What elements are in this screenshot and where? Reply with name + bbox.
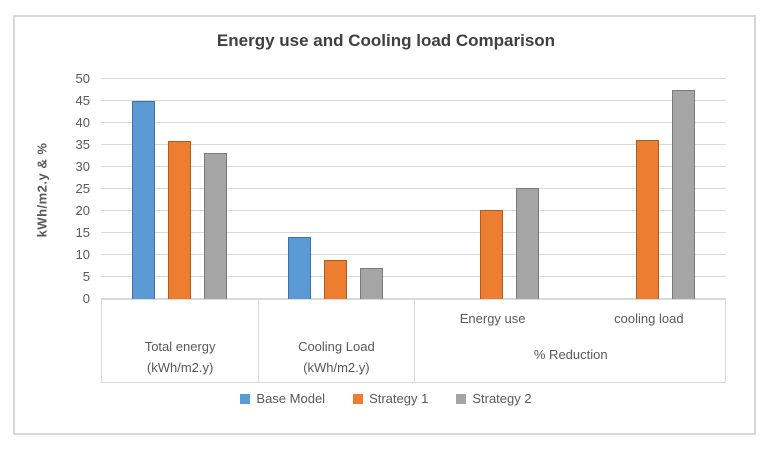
category-divider xyxy=(414,300,415,382)
y-tick-label: 0 xyxy=(82,291,90,306)
gridline xyxy=(101,276,726,277)
category-label-cooling-load-kwh-m2-y: Cooling Load (kWh/m2.y) xyxy=(298,339,375,375)
y-tick-label: 25 xyxy=(75,181,90,196)
legend-label: Base Model xyxy=(256,391,326,406)
legend-item-strategy-2: Strategy 2 xyxy=(456,391,532,406)
plot-area xyxy=(101,78,726,299)
bar-base-model-1 xyxy=(287,237,311,299)
y-tick-label: 35 xyxy=(75,137,90,152)
gridline xyxy=(101,144,726,145)
y-tick-label: 20 xyxy=(75,203,90,218)
gridline xyxy=(101,122,726,123)
gridline xyxy=(101,166,726,167)
legend-swatch-strategy-2-icon xyxy=(456,393,467,404)
legend-label: Strategy 1 xyxy=(369,391,429,406)
category-divider xyxy=(257,300,259,382)
gridline xyxy=(101,254,726,255)
y-tick-label: 40 xyxy=(75,115,90,130)
legend-swatch-base-model-icon xyxy=(240,393,251,404)
y-tick-label: 30 xyxy=(75,159,90,174)
category-label-reduction: % Reduction xyxy=(533,347,608,362)
y-tick-label: 10 xyxy=(75,247,90,262)
category-sublabel-cooling-load: cooling load xyxy=(614,311,684,326)
gridline xyxy=(101,100,726,101)
gridline xyxy=(101,298,726,299)
gridline xyxy=(101,232,726,233)
bar-strategy-2-3 xyxy=(672,89,696,299)
bar-strategy-1-1 xyxy=(323,259,347,299)
category-axis: Total energy (kWh/m2.y) Cooling Load (kWh/m… xyxy=(101,299,726,383)
bar-strategy-1-0 xyxy=(167,141,191,299)
gridline xyxy=(101,188,726,189)
bar-strategy-1-2 xyxy=(480,210,504,299)
legend: Base Model Strategy 1 Strategy 2 xyxy=(0,391,772,406)
y-tick-label: 50 xyxy=(75,71,90,86)
gridline xyxy=(101,210,726,211)
y-tick-label: 5 xyxy=(82,269,90,284)
bar-strategy-2-2 xyxy=(516,188,540,299)
legend-item-base-model: Base Model xyxy=(240,391,325,406)
gridline xyxy=(101,78,726,79)
legend-item-strategy-1: Strategy 1 xyxy=(353,391,428,406)
category-sublabel-energy-use: Energy use xyxy=(459,311,526,326)
category-label-total-energy-kwh-m2-y: Total energy (kWh/m2.y) xyxy=(144,339,216,375)
chart-title: Energy use and Cooling load Comparison xyxy=(216,31,556,50)
bar-strategy-1-3 xyxy=(636,139,660,299)
bar-strategy-2-1 xyxy=(359,268,383,299)
y-tick-label: 15 xyxy=(75,225,90,240)
bar-base-model-0 xyxy=(131,101,155,299)
bar-strategy-2-0 xyxy=(203,152,227,299)
legend-label: Strategy 2 xyxy=(472,391,532,406)
y-tick-label: 45 xyxy=(75,93,90,108)
legend-swatch-strategy-1-icon xyxy=(353,393,364,404)
